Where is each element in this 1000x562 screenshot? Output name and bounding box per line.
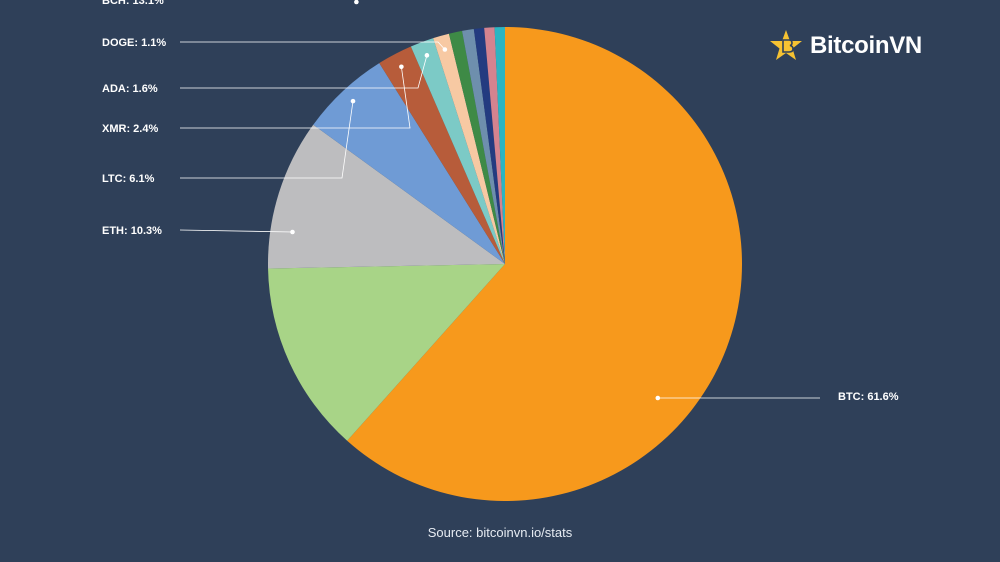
leader-line [179, 229, 293, 233]
pie-slice [473, 27, 505, 264]
pie-slice [410, 38, 505, 265]
leader-dot [350, 98, 356, 104]
leader-dot [290, 229, 295, 235]
slice-label: DOGE: 1.1% [102, 37, 166, 49]
leader-line [180, 101, 354, 179]
source-note: Source: bitcoinvn.io/stats [427, 525, 573, 540]
pie-slice [268, 124, 505, 269]
leader-dot [399, 64, 404, 70]
slice-label: BTC: 61.6% [838, 391, 899, 403]
pie-slices [268, 27, 743, 502]
pie-slice [268, 264, 505, 441]
slice-label: XMR: 2.4% [102, 123, 158, 135]
pie-slice [347, 27, 743, 502]
pie-slice [448, 30, 505, 264]
slice-label: BCH: 13.1% [102, 0, 164, 7]
leader-dot [354, 0, 359, 5]
star-icon [770, 30, 802, 60]
slice-label: ETH: 10.3% [102, 225, 162, 237]
label-leader-lines [179, 0, 820, 401]
pie-slice [313, 63, 505, 265]
brand-logo: BitcoinVN [768, 26, 922, 66]
pie-slice [433, 33, 505, 264]
slice-labels: BTC: 61.6% BCH: 13.1% ETH: 10.3% LTC: 6.1% X… [102, 0, 899, 403]
slice-label: LTC: 6.1% [102, 173, 155, 185]
brand-name: BitcoinVN [810, 32, 922, 59]
pie-slice [494, 27, 505, 264]
pie-slice [484, 27, 505, 265]
leader-line [180, 41, 446, 50]
leader-line [180, 55, 428, 89]
slice-label: ADA: 1.6% [102, 83, 158, 95]
pie-slice [379, 46, 505, 264]
pie-slice [462, 29, 505, 265]
leader-line [180, 66, 411, 129]
